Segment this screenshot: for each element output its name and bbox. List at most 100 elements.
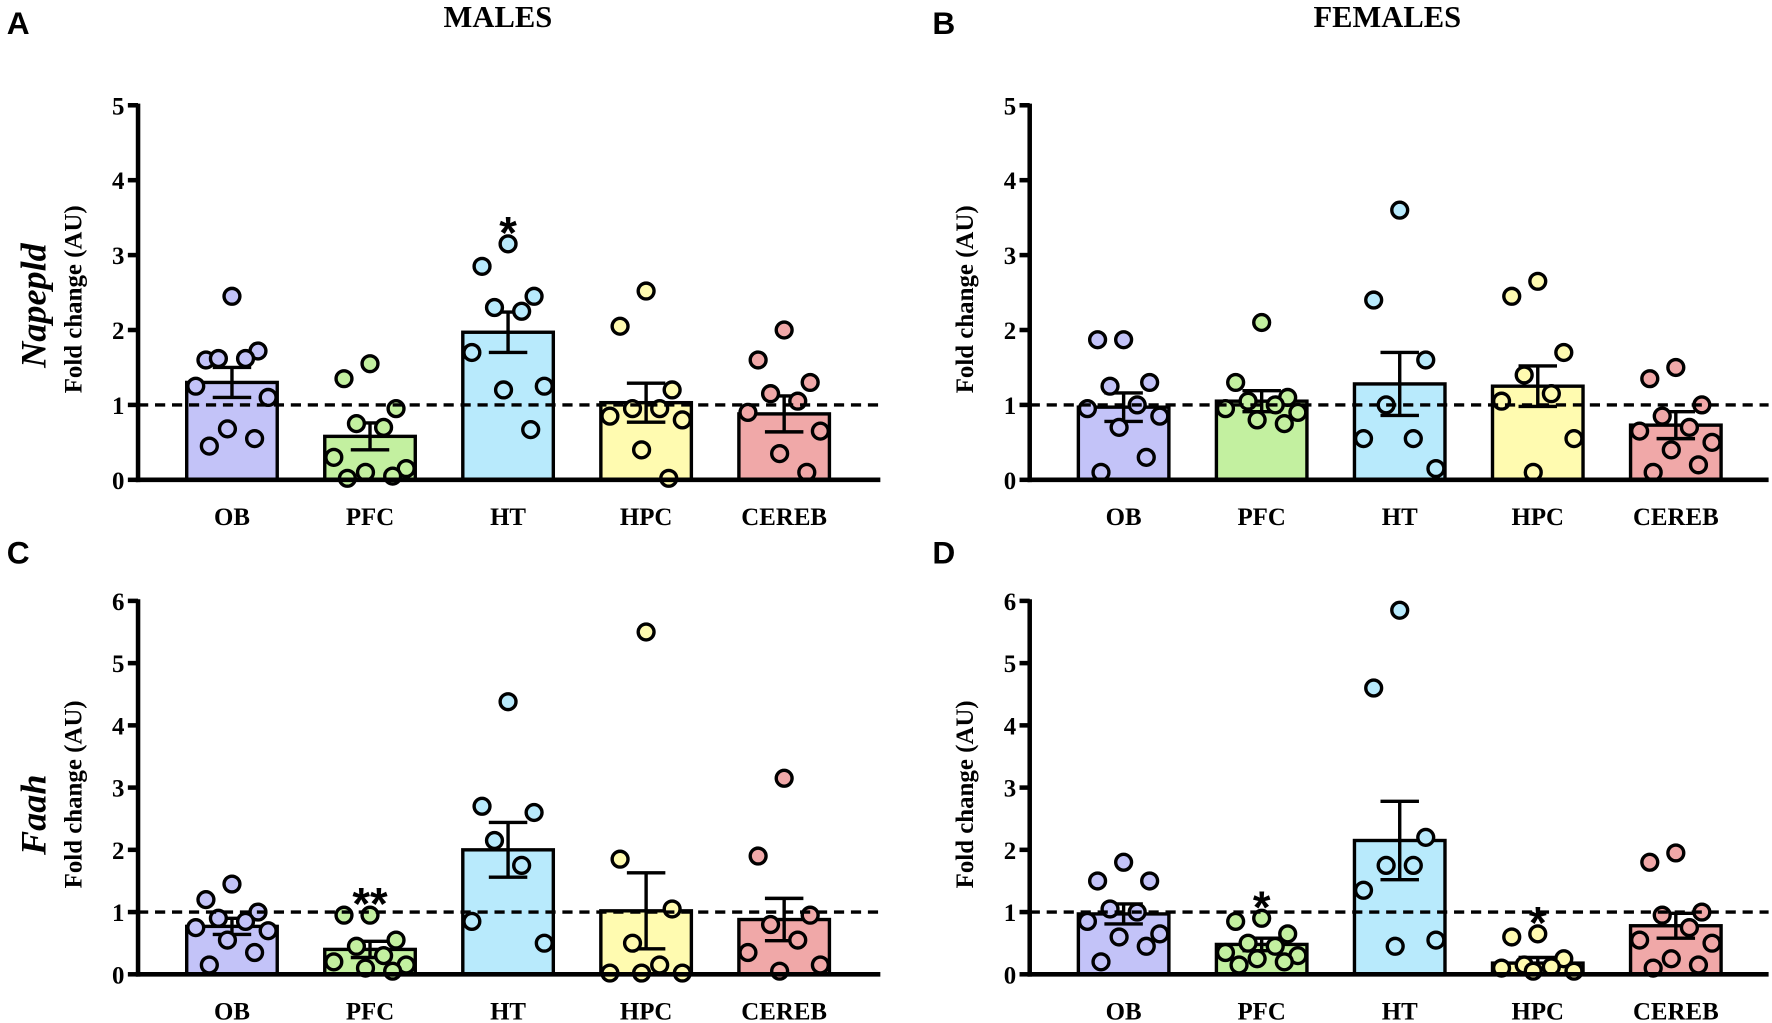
data-point	[217, 930, 238, 950]
data-point	[512, 855, 532, 876]
data-point	[524, 286, 544, 306]
data-point	[534, 933, 554, 953]
data-point	[1502, 927, 1522, 947]
x-tick-label: HPC	[1512, 999, 1565, 1023]
x-tick-label: OB	[214, 999, 250, 1023]
data-point	[1278, 924, 1298, 944]
data-point	[810, 955, 830, 975]
data-point	[662, 899, 682, 919]
x-tick-label: HT	[1382, 999, 1418, 1023]
data-point	[1288, 402, 1308, 423]
y-tick-label: 4	[1004, 713, 1016, 740]
x-tick-label: CEREB	[1633, 504, 1719, 531]
data-point	[774, 768, 794, 788]
x-tick-label: OB	[1106, 504, 1142, 531]
data-point	[334, 369, 354, 389]
data-point	[346, 414, 367, 434]
data-point	[1403, 428, 1423, 449]
data-point	[360, 354, 380, 374]
data-point	[1136, 447, 1156, 467]
x-tick-label: HPC	[620, 504, 673, 531]
y-tick-label: 2	[112, 318, 124, 345]
data-point	[1564, 428, 1584, 449]
data-point	[1140, 871, 1160, 891]
gene-label-napepld: Napepld	[13, 242, 53, 369]
data-point	[1087, 330, 1108, 350]
data-point	[208, 348, 229, 369]
data-point	[1100, 376, 1120, 396]
data-point	[610, 849, 630, 869]
data-point	[258, 387, 278, 408]
data-point	[1679, 417, 1700, 437]
data-point	[324, 447, 344, 467]
y-tick-label: 3	[112, 243, 124, 270]
panel-letter-c: C	[7, 535, 30, 571]
data-point	[196, 890, 216, 910]
data-point	[186, 376, 206, 396]
significance-marker: *	[499, 207, 517, 258]
chart-panel-d: Fold change (AU) OB PFC * HT HPC * CEREB 0 1 2 3 4 5 6	[952, 589, 1769, 1023]
data-point	[258, 921, 278, 941]
chart-panel-b: Fold change (AU) OB PFC HT HPC CEREB 0 1 2 3 4 5	[952, 93, 1769, 531]
chart-panel-a: Fold change (AU) OB PFC HT * HPC CEREB 0 1 2 3 4 5	[60, 93, 881, 531]
data-point	[498, 234, 518, 254]
data-point	[1247, 949, 1267, 969]
data-point	[1376, 855, 1396, 876]
data-point	[386, 399, 406, 419]
data-point	[1238, 391, 1258, 411]
data-point	[1265, 936, 1285, 956]
data-point	[1385, 936, 1405, 956]
y-tick-label: 2	[112, 838, 124, 865]
y-tick-label: 6	[1004, 589, 1016, 616]
data-point	[1353, 880, 1374, 900]
x-tick-label: CEREB	[741, 999, 827, 1023]
title-females: FEMALES	[1313, 0, 1461, 34]
data-point	[1688, 455, 1709, 475]
data-point	[800, 905, 820, 925]
data-point	[1215, 399, 1236, 419]
data-point	[650, 955, 670, 975]
y-tick-label: 5	[112, 651, 124, 678]
data-point	[631, 440, 652, 460]
data-point	[672, 410, 692, 430]
significance-marker: *	[1529, 897, 1547, 948]
significance-marker: **	[352, 879, 388, 930]
data-point	[770, 961, 790, 981]
data-point	[1416, 827, 1436, 848]
data-point	[208, 908, 229, 928]
x-tick-label: HT	[1382, 504, 1418, 531]
data-point	[1390, 200, 1410, 220]
y-tick-label: 2	[1004, 838, 1016, 865]
data-point	[524, 802, 544, 823]
data-point	[186, 918, 206, 938]
significance-marker: *	[1253, 882, 1271, 933]
data-point	[534, 376, 554, 396]
data-point	[521, 420, 541, 440]
data-point	[1629, 421, 1650, 441]
y-tick-label: 5	[1004, 93, 1016, 120]
data-point	[662, 380, 682, 400]
data-point	[1252, 908, 1272, 928]
data-point	[235, 911, 256, 932]
x-tick-label: HT	[490, 504, 526, 531]
data-point	[600, 406, 620, 426]
data-point	[748, 846, 768, 866]
y-axis-label: Fold change (AU)	[60, 700, 87, 888]
x-tick-label: CEREB	[1633, 999, 1719, 1023]
data-point	[1274, 414, 1294, 434]
data-point	[650, 399, 670, 419]
y-axis-label: Fold change (AU)	[952, 700, 979, 888]
data-point	[1702, 933, 1722, 953]
data-point	[738, 402, 758, 423]
data-point	[1679, 918, 1700, 938]
data-point	[244, 942, 265, 963]
data-point	[810, 421, 830, 441]
data-point	[1353, 428, 1374, 449]
x-tick-label: OB	[214, 504, 250, 531]
data-point	[1688, 955, 1709, 975]
y-tick-label: 1	[1004, 900, 1016, 927]
data-point	[386, 930, 406, 950]
data-point	[1109, 417, 1129, 437]
y-tick-label: 4	[1004, 168, 1016, 195]
data-point	[1274, 952, 1294, 972]
